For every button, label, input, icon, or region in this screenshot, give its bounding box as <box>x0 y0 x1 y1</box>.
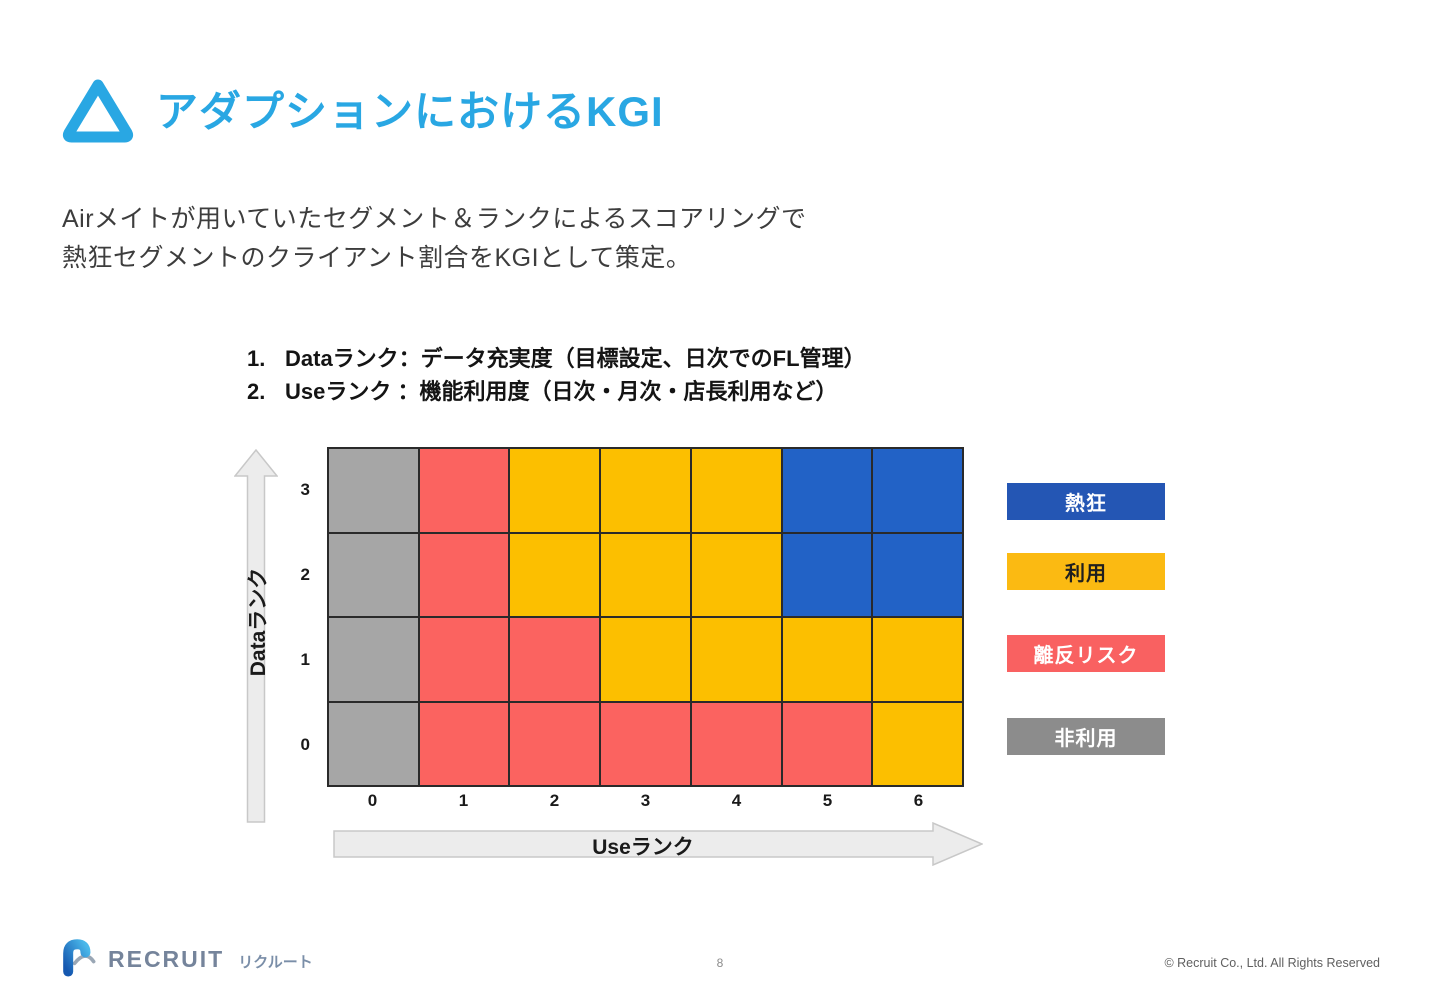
slide-header: アダプションにおけるKGI <box>60 76 664 149</box>
page-title: アダプションにおけるKGI <box>156 88 664 136</box>
list-item: 2. Useランク ：機能利用度（日次・月次・店長利用など） <box>247 375 866 408</box>
list-item-text: Useランク ：機能利用度（日次・月次・店長利用など） <box>285 379 838 404</box>
rank-definition-list: 1. Dataランク：データ充実度（目標設定、日次でのFL管理） 2. Useラ… <box>247 342 866 408</box>
grid-cell-use1-data2 <box>418 532 510 617</box>
legend: 熱狂利用離反リスク非利用 <box>1007 483 1165 755</box>
x-tick-label-3: 3 <box>640 791 651 810</box>
grid-cell-use1-data1 <box>418 617 510 702</box>
grid-cell-use3-data0 <box>600 701 691 786</box>
grid-cell-use4-data0 <box>690 701 782 786</box>
grid-cell-use1-data0 <box>418 701 510 786</box>
grid-cell-use0-data2 <box>328 532 419 617</box>
grid-cell-use0-data3 <box>328 448 419 533</box>
list-item-text: Dataランク：データ充実度（目標設定、日次でのFL管理） <box>285 346 866 371</box>
grid-cell-use0-data0 <box>328 701 419 786</box>
list-item: 1. Dataランク：データ充実度（目標設定、日次でのFL管理） <box>247 342 866 375</box>
grid-cell-use4-data1 <box>690 617 782 702</box>
x-tick-label-4: 4 <box>731 791 742 810</box>
list-item-number: 1. <box>247 346 266 371</box>
legend-item-nonuse: 非利用 <box>1007 718 1165 755</box>
y-tick-label-0: 0 <box>300 734 310 754</box>
y-ticks: 3 2 1 0 <box>286 447 318 787</box>
x-tick-label-6: 6 <box>913 791 924 810</box>
x-tick-label-0: 0 <box>367 791 378 810</box>
legend-item-use: 利用 <box>1007 553 1165 590</box>
x-ticks: 0 1 2 3 4 5 6 <box>327 791 964 811</box>
triangle-logo-icon <box>60 76 136 149</box>
grid-cell-use6-data3 <box>872 448 963 533</box>
grid-cell-use6-data0 <box>872 701 963 786</box>
grid-cell-use2-data3 <box>509 448 601 533</box>
legend-item-fanatic: 熱狂 <box>1007 483 1165 520</box>
recruit-logo-icon <box>60 936 100 983</box>
segment-grid <box>327 447 964 787</box>
recruit-logo: RECRUIT リクルート <box>60 936 313 983</box>
grid-cell-use5-data1 <box>781 617 873 702</box>
y-axis-arrow-icon <box>233 448 279 828</box>
grid-cell-use4-data3 <box>690 448 782 533</box>
copyright-text: © Recruit Co., Ltd. All Rights Reserved <box>1164 956 1380 970</box>
x-axis-arrow-icon <box>333 821 984 871</box>
grid-cell-use6-data1 <box>872 617 963 702</box>
grid-cell-use2-data1 <box>509 617 601 702</box>
x-axis-label: Useランク <box>592 836 694 859</box>
grid-cell-use5-data3 <box>781 448 873 533</box>
list-item-number: 2. <box>247 379 266 404</box>
y-tick-label-1: 1 <box>300 649 310 669</box>
x-tick-label-2: 2 <box>549 791 560 810</box>
grid-cell-use6-data2 <box>872 532 963 617</box>
grid-cell-use3-data3 <box>600 448 691 533</box>
intro-paragraph: Airメイトが用いていたセグメント＆ランクによるスコアリングで 熱狂セグメントの… <box>62 200 807 278</box>
y-tick-label-2: 2 <box>300 564 310 584</box>
y-axis-label: Dataランク <box>247 567 270 677</box>
page-number: 8 <box>716 956 724 970</box>
x-tick-label-1: 1 <box>458 791 469 810</box>
legend-item-churn_risk: 離反リスク <box>1007 635 1165 672</box>
grid-cell-use2-data0 <box>509 701 601 786</box>
grid-cell-use4-data2 <box>690 532 782 617</box>
recruit-wordmark: RECRUIT <box>108 946 225 972</box>
grid-cell-use1-data3 <box>418 448 510 533</box>
grid-cell-use5-data2 <box>781 532 873 617</box>
grid-cell-use3-data2 <box>600 532 691 617</box>
recruit-kana: リクルート <box>238 954 313 971</box>
intro-line-1: Airメイトが用いていたセグメント＆ランクによるスコアリングで <box>62 205 807 233</box>
grid-cell-use3-data1 <box>600 617 691 702</box>
y-tick-label-3: 3 <box>300 479 310 499</box>
grid-cell-use0-data1 <box>328 617 419 702</box>
intro-line-2: 熱狂セグメントのクライアント割合をKGIとして策定。 <box>62 244 692 272</box>
grid-cell-use2-data2 <box>509 532 601 617</box>
x-tick-label-5: 5 <box>822 791 833 810</box>
grid-cell-use5-data0 <box>781 701 873 786</box>
